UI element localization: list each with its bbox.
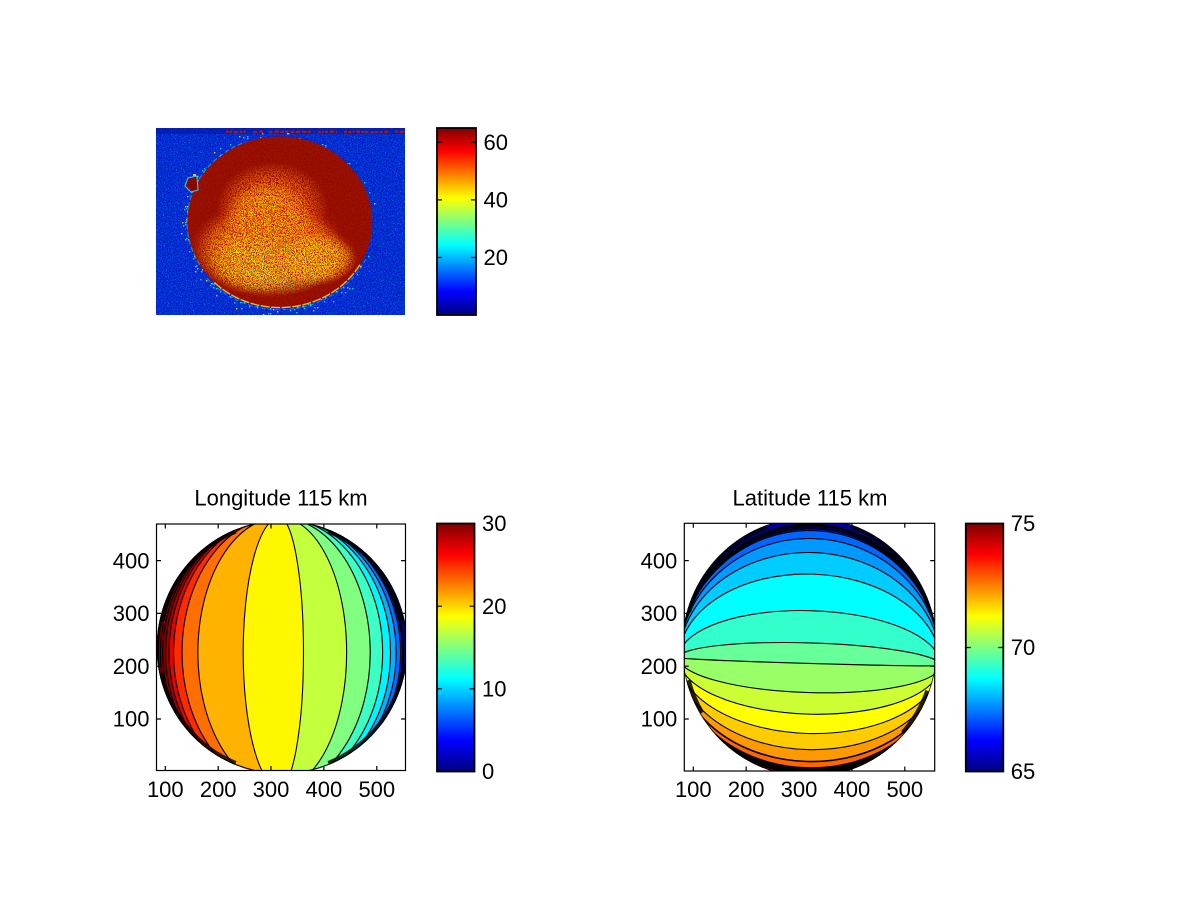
svg-text:20: 20 bbox=[484, 245, 508, 270]
svg-text:20: 20 bbox=[482, 594, 506, 619]
svg-text:65: 65 bbox=[1011, 759, 1035, 784]
svg-text:60: 60 bbox=[484, 130, 508, 155]
svg-text:400: 400 bbox=[113, 548, 150, 573]
svg-text:200: 200 bbox=[200, 777, 237, 802]
svg-text:Longitude 115 km: Longitude 115 km bbox=[194, 486, 367, 511]
svg-text:200: 200 bbox=[113, 654, 150, 679]
svg-text:200: 200 bbox=[641, 654, 678, 679]
svg-text:100: 100 bbox=[147, 777, 184, 802]
svg-text:100: 100 bbox=[113, 707, 150, 732]
svg-text:400: 400 bbox=[306, 777, 343, 802]
svg-text:75: 75 bbox=[1011, 511, 1035, 536]
svg-text:100: 100 bbox=[641, 707, 678, 732]
svg-text:200: 200 bbox=[728, 777, 765, 802]
svg-text:300: 300 bbox=[253, 777, 290, 802]
svg-text:300: 300 bbox=[781, 777, 818, 802]
svg-text:500: 500 bbox=[886, 777, 923, 802]
svg-text:400: 400 bbox=[641, 548, 678, 573]
svg-text:Latitude 115 km: Latitude 115 km bbox=[733, 486, 888, 511]
svg-text:300: 300 bbox=[113, 601, 150, 626]
svg-text:40: 40 bbox=[484, 188, 508, 213]
svg-text:0: 0 bbox=[482, 759, 494, 784]
svg-text:300: 300 bbox=[641, 601, 678, 626]
svg-text:70: 70 bbox=[1011, 635, 1035, 660]
svg-text:10: 10 bbox=[482, 677, 506, 702]
svg-text:100: 100 bbox=[675, 777, 712, 802]
svg-text:400: 400 bbox=[834, 777, 871, 802]
svg-text:30: 30 bbox=[482, 511, 506, 536]
svg-text:500: 500 bbox=[358, 777, 395, 802]
